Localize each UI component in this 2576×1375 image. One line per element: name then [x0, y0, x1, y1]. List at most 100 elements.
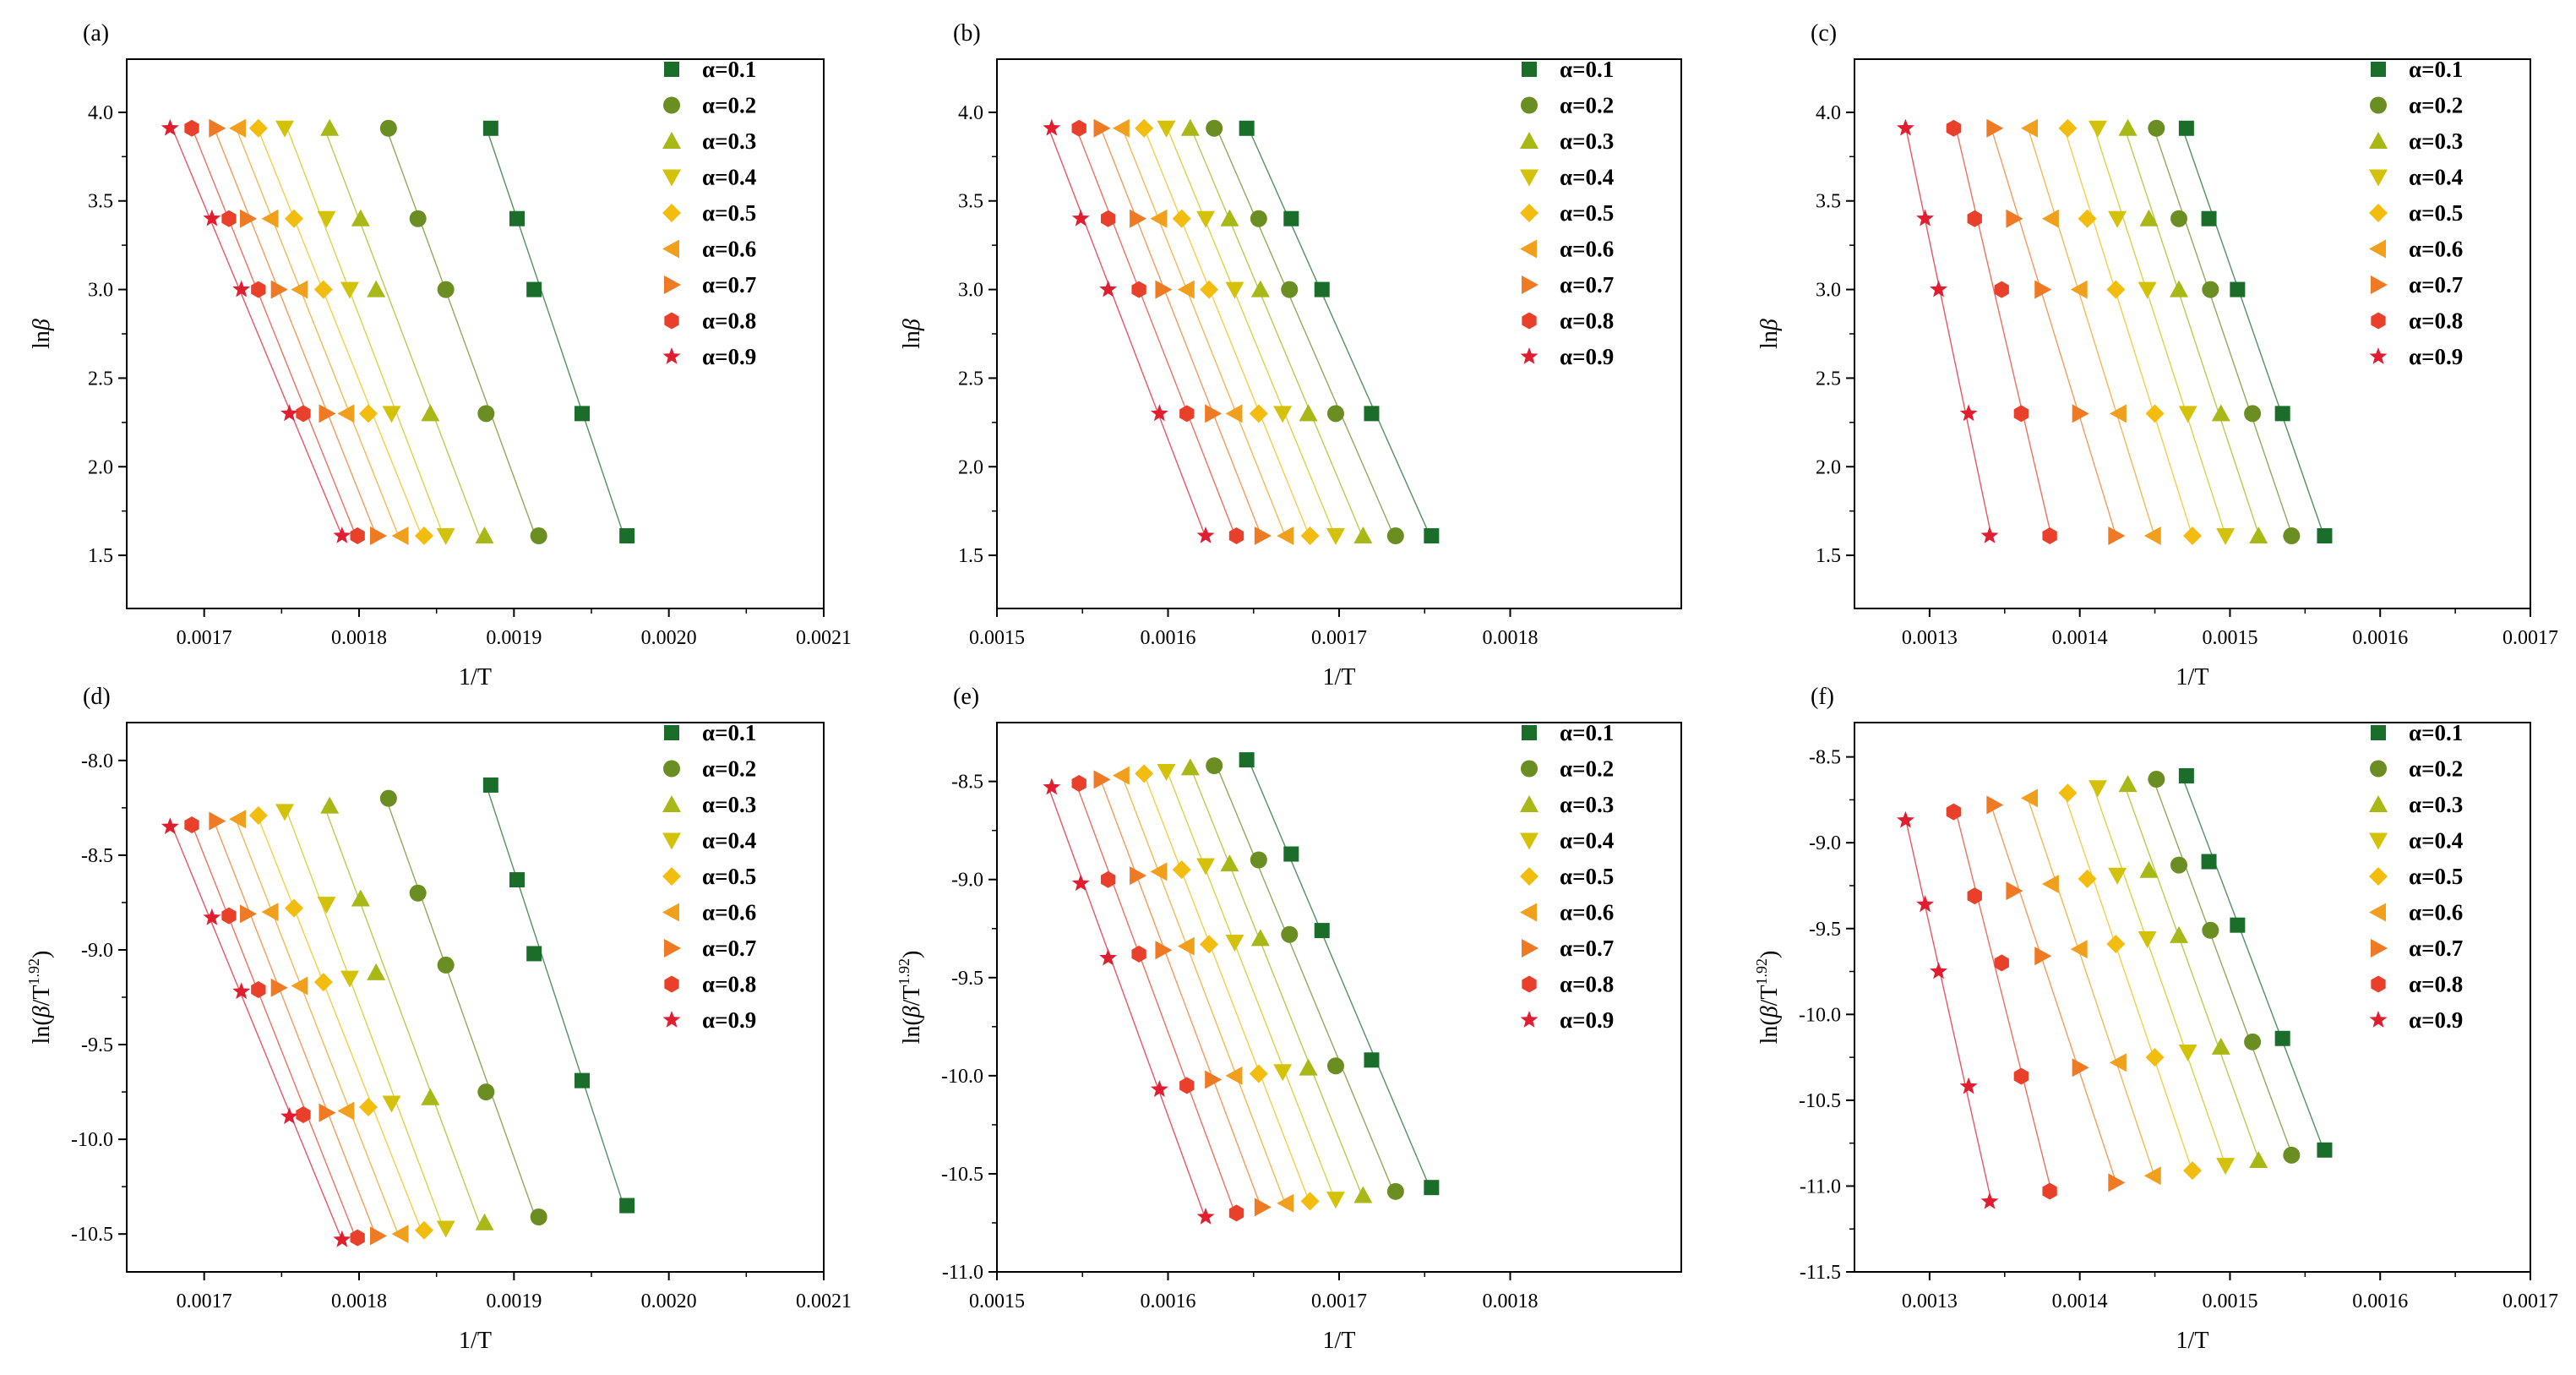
- y-axis-title: ln(β/T1.92): [25, 951, 55, 1045]
- data-point: [1254, 527, 1272, 546]
- data-point: [1155, 280, 1173, 299]
- legend-label: α=0.6: [702, 900, 756, 925]
- data-point: [337, 1101, 355, 1121]
- data-point: [1254, 1198, 1272, 1217]
- data-point: [340, 281, 359, 299]
- legend-marker: [2371, 312, 2386, 330]
- data-point: [1205, 1070, 1223, 1089]
- data-point: [2034, 947, 2052, 966]
- data-point: [2070, 280, 2088, 299]
- fit-line: [1190, 767, 1363, 1196]
- data-point: [1135, 118, 1154, 138]
- data-point: [509, 210, 525, 226]
- data-point: [1364, 1052, 1380, 1068]
- legend-label: α=0.1: [2409, 720, 2463, 745]
- data-point: [1916, 209, 1935, 226]
- data-point: [482, 777, 498, 793]
- data-point: [319, 1103, 336, 1122]
- data-point: [1179, 405, 1195, 423]
- legend-marker: [1520, 832, 1539, 850]
- data-point: [2178, 406, 2197, 423]
- legend-marker: [2371, 975, 2386, 993]
- legend-marker: [1522, 939, 1539, 958]
- fit-line: [213, 821, 377, 1236]
- legend-label: α=0.3: [1560, 128, 1614, 154]
- legend-marker: [2369, 204, 2388, 222]
- data-point: [1093, 118, 1111, 138]
- data-point: [161, 118, 179, 136]
- data-point: [1228, 1204, 1244, 1222]
- data-point: [1250, 210, 1267, 227]
- data-point: [1326, 1057, 1344, 1075]
- fit-line: [1905, 820, 1992, 1202]
- data-point: [2078, 209, 2097, 228]
- data-point: [1299, 404, 1318, 422]
- data-point: [209, 118, 226, 138]
- data-point: [1283, 210, 1299, 226]
- x-tick-label: 0.0015: [2202, 627, 2257, 649]
- y-tick-label: -9.0: [951, 870, 983, 892]
- data-point: [367, 280, 386, 297]
- data-point: [1150, 404, 1168, 422]
- data-point: [1946, 803, 1961, 821]
- legend-marker: [662, 169, 681, 187]
- legend-marker: [664, 276, 681, 294]
- legend-label: α=0.7: [2409, 936, 2463, 961]
- x-tick-label: 0.0013: [1902, 1290, 1958, 1312]
- panel-label: (c): [1811, 20, 1837, 46]
- y-tick-label: -10.5: [1799, 1090, 1841, 1112]
- data-point: [1043, 778, 1061, 795]
- x-tick-label: 0.0015: [2202, 1290, 2257, 1312]
- y-axis-title-end: ): [899, 951, 925, 958]
- data-point: [379, 789, 397, 807]
- data-point: [2108, 527, 2126, 546]
- data-point: [1131, 945, 1146, 963]
- data-point: [261, 903, 279, 922]
- y-tick-label: -11.0: [1800, 1176, 1841, 1198]
- data-point: [2249, 1150, 2268, 1168]
- data-point: [270, 280, 288, 299]
- legend-label: α=0.6: [2409, 237, 2463, 262]
- data-point: [1100, 210, 1116, 227]
- y-axis-title: ln(β/T1.92): [1753, 951, 1783, 1045]
- y-tick-label: 3.5: [88, 191, 113, 213]
- panel-label: (d): [83, 684, 111, 710]
- y-tick-label: -11.0: [942, 1262, 983, 1284]
- data-point: [530, 527, 547, 545]
- legend-label: α=0.2: [702, 93, 756, 118]
- data-point: [2170, 925, 2188, 943]
- legend-marker: [1522, 312, 1537, 330]
- y-axis-title-greek: β: [899, 1006, 925, 1018]
- data-point: [1112, 766, 1130, 785]
- data-point: [1043, 118, 1061, 136]
- data-point: [2041, 874, 2059, 893]
- data-point: [285, 209, 303, 228]
- data-point: [1239, 120, 1255, 136]
- legend-marker: [1522, 725, 1537, 740]
- legend-marker: [2369, 347, 2388, 364]
- data-point: [391, 1225, 409, 1244]
- data-point: [1896, 810, 1914, 828]
- y-axis-title: lnβ: [899, 319, 925, 349]
- data-point: [1250, 851, 1267, 869]
- legend-marker: [662, 239, 679, 259]
- legend-marker: [1520, 867, 1539, 886]
- legend-label: α=0.7: [702, 272, 756, 297]
- y-axis-title-greek: β: [29, 319, 55, 331]
- y-tick-label: -9.0: [81, 940, 113, 962]
- data-point: [1180, 118, 1200, 136]
- data-point: [280, 404, 298, 422]
- data-point: [1228, 527, 1244, 545]
- data-point: [221, 210, 237, 227]
- fit-line: [1166, 128, 1336, 537]
- x-tick-label: 0.0016: [2352, 1290, 2408, 1312]
- data-point: [1157, 764, 1176, 782]
- data-point: [2230, 917, 2246, 933]
- fit-line: [1216, 765, 1394, 1192]
- legend-label: α=0.2: [1560, 93, 1614, 118]
- fit-line: [1990, 805, 2117, 1183]
- data-point: [1239, 752, 1255, 768]
- data-point: [350, 1229, 365, 1247]
- data-point: [382, 1095, 401, 1113]
- data-point: [319, 404, 336, 423]
